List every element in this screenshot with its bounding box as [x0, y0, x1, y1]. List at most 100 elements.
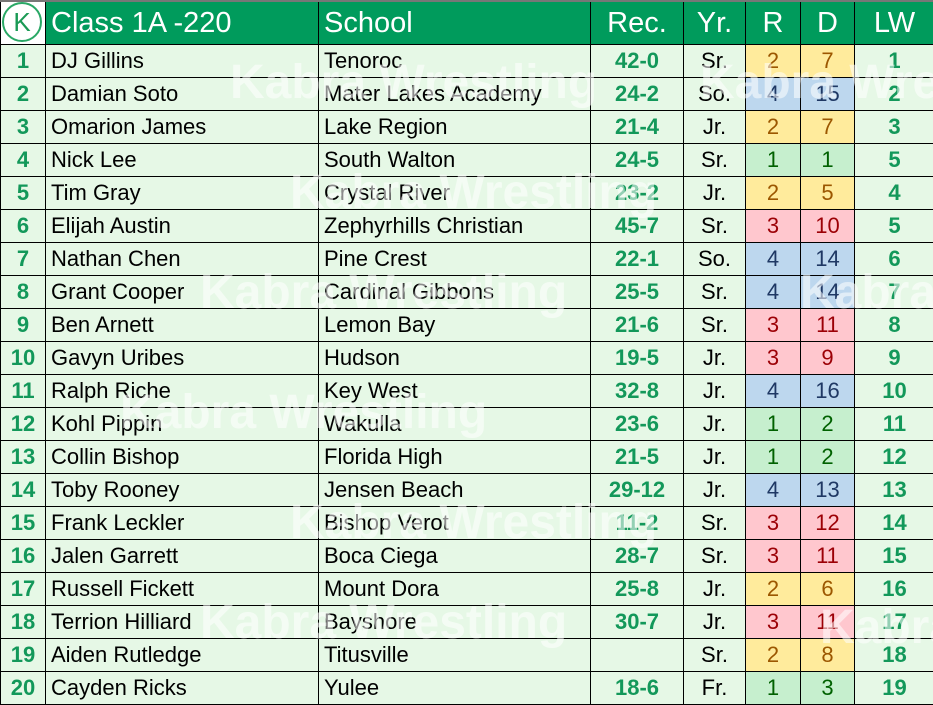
rank-cell: 4	[1, 144, 46, 177]
record: 21-4	[591, 111, 684, 144]
last-week-rank: 5	[855, 144, 933, 177]
wrestler-name: Omarion James	[46, 111, 319, 144]
rank-cell: 19	[1, 639, 46, 672]
rank-cell: 9	[1, 309, 46, 342]
d-value: 14	[801, 276, 855, 309]
d-value: 14	[801, 243, 855, 276]
last-week-rank: 19	[855, 672, 933, 705]
d-value: 1	[801, 144, 855, 177]
d-value: 11	[801, 309, 855, 342]
school-name: Boca Ciega	[319, 540, 591, 573]
r-value: 1	[746, 441, 801, 474]
last-week-rank: 18	[855, 639, 933, 672]
last-week-rank: 8	[855, 309, 933, 342]
school-name: Florida High	[319, 441, 591, 474]
d-value: 13	[801, 474, 855, 507]
r-value: 3	[746, 342, 801, 375]
d-value: 7	[801, 45, 855, 78]
year: Jr.	[684, 606, 746, 639]
d-value: 10	[801, 210, 855, 243]
school-header: School	[319, 1, 591, 45]
record	[591, 639, 684, 672]
year: Fr.	[684, 672, 746, 705]
d-value: 2	[801, 408, 855, 441]
wrestler-name: Nathan Chen	[46, 243, 319, 276]
year: So.	[684, 243, 746, 276]
school-name: Mater Lakes Academy	[319, 78, 591, 111]
record: 21-6	[591, 309, 684, 342]
school-name: Lake Region	[319, 111, 591, 144]
wrestler-name: Terrion Hilliard	[46, 606, 319, 639]
r-value: 1	[746, 144, 801, 177]
rank-cell: 8	[1, 276, 46, 309]
record: 30-7	[591, 606, 684, 639]
school-name: Hudson	[319, 342, 591, 375]
r-value: 2	[746, 111, 801, 144]
last-week-rank: 7	[855, 276, 933, 309]
last-week-rank: 16	[855, 573, 933, 606]
last-week-rank: 14	[855, 507, 933, 540]
r-value: 1	[746, 672, 801, 705]
rank-cell: 5	[1, 177, 46, 210]
rank-cell: 12	[1, 408, 46, 441]
r-value: 2	[746, 45, 801, 78]
year: Jr.	[684, 375, 746, 408]
school-name: Cardinal Gibbons	[319, 276, 591, 309]
last-week-rank: 4	[855, 177, 933, 210]
r-value: 3	[746, 309, 801, 342]
year-header: Yr.	[684, 1, 746, 45]
wrestler-name: Kohl Pippin	[46, 408, 319, 441]
record: 25-8	[591, 573, 684, 606]
school-name: Yulee	[319, 672, 591, 705]
rank-cell: 17	[1, 573, 46, 606]
year: Sr.	[684, 276, 746, 309]
school-name: Jensen Beach	[319, 474, 591, 507]
school-name: Bayshore	[319, 606, 591, 639]
r-value: 4	[746, 474, 801, 507]
record: 42-0	[591, 45, 684, 78]
record: 23-6	[591, 408, 684, 441]
rank-cell: 18	[1, 606, 46, 639]
rank-cell: 20	[1, 672, 46, 705]
record: 19-5	[591, 342, 684, 375]
d-value: 16	[801, 375, 855, 408]
rank-cell: 15	[1, 507, 46, 540]
year: Sr.	[684, 507, 746, 540]
rank-cell: 2	[1, 78, 46, 111]
year: Jr.	[684, 441, 746, 474]
kabra-logo-icon: K	[2, 2, 42, 42]
record: 28-7	[591, 540, 684, 573]
school-name: Lemon Bay	[319, 309, 591, 342]
r-value: 3	[746, 540, 801, 573]
weight-class-title: Class 1A -220	[46, 1, 319, 45]
r-value: 3	[746, 606, 801, 639]
record: 23-2	[591, 177, 684, 210]
last-week-rank: 15	[855, 540, 933, 573]
d-value: 6	[801, 573, 855, 606]
record: 29-12	[591, 474, 684, 507]
school-name: Wakulla	[319, 408, 591, 441]
year: Sr.	[684, 210, 746, 243]
year: Jr.	[684, 408, 746, 441]
r-value: 4	[746, 78, 801, 111]
school-name: South Walton	[319, 144, 591, 177]
last-week-rank: 12	[855, 441, 933, 474]
year: Jr.	[684, 342, 746, 375]
wrestler-name: Ralph Riche	[46, 375, 319, 408]
wrestler-name: Elijah Austin	[46, 210, 319, 243]
rank-cell: 11	[1, 375, 46, 408]
record-header: Rec.	[591, 1, 684, 45]
school-name: Pine Crest	[319, 243, 591, 276]
d-value: 11	[801, 606, 855, 639]
r-value: 4	[746, 276, 801, 309]
wrestler-name: Aiden Rutledge	[46, 639, 319, 672]
d-value: 11	[801, 540, 855, 573]
